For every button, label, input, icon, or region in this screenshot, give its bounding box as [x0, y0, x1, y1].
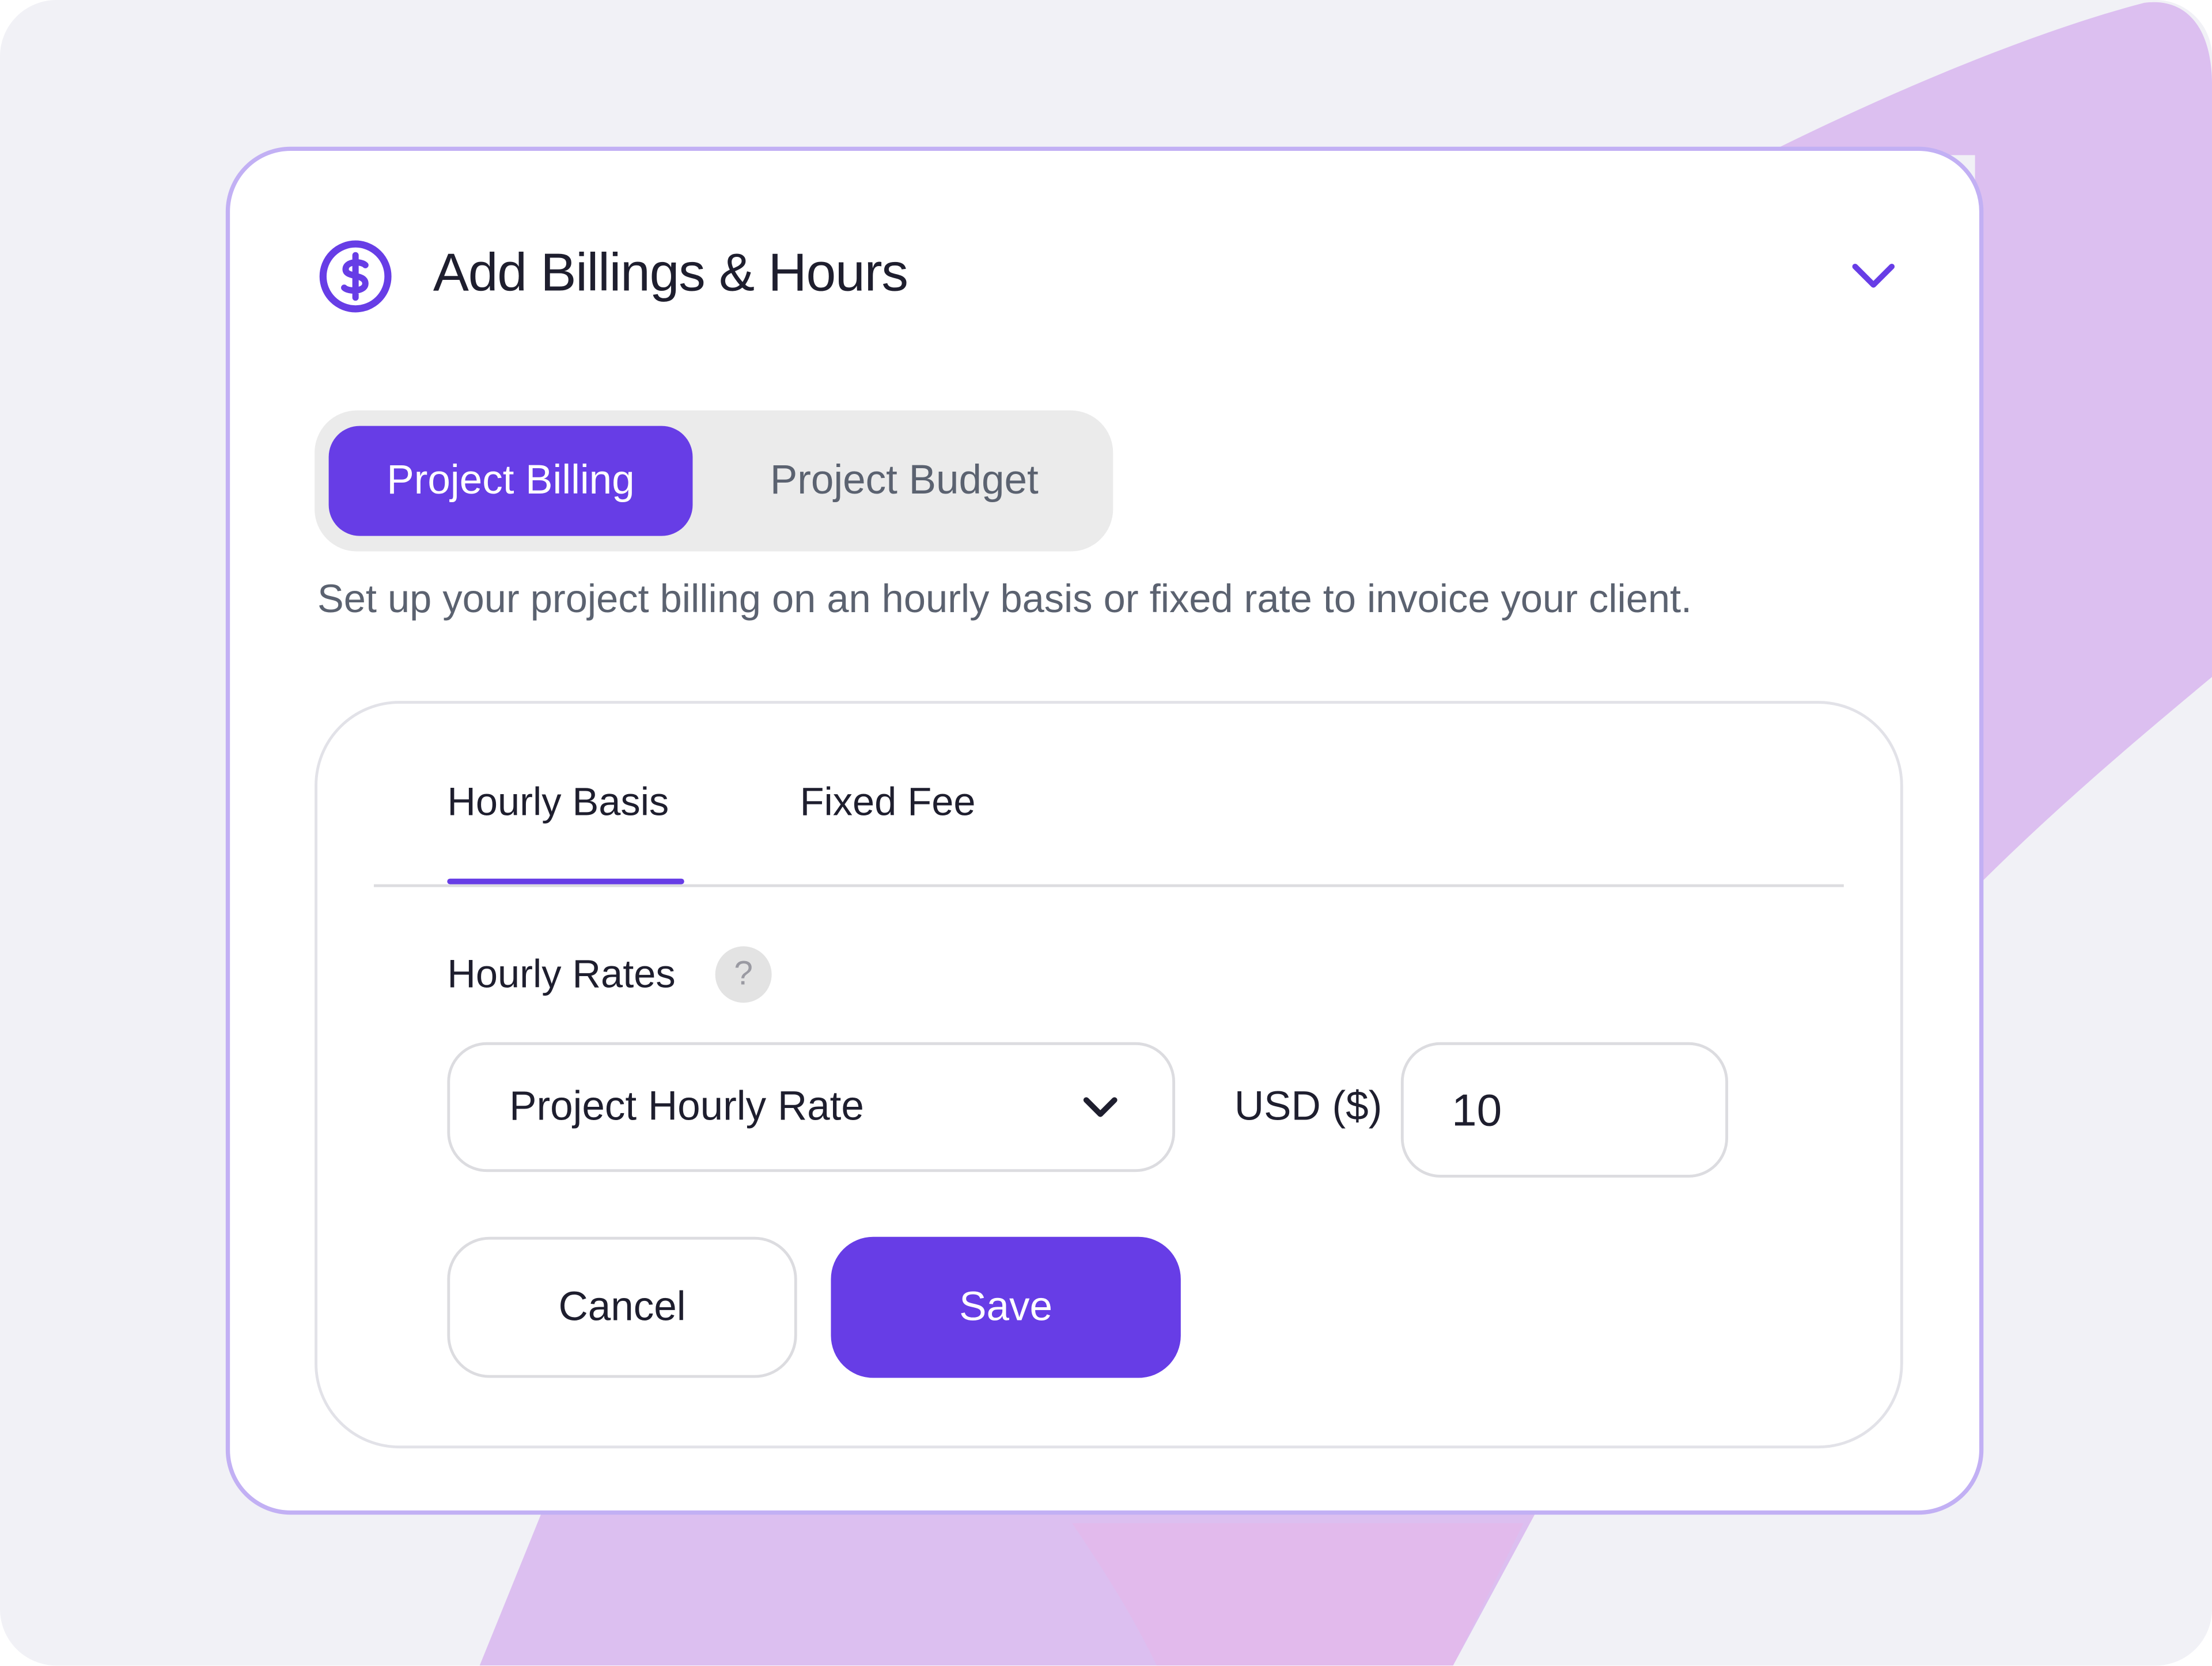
billing-card: Add Billings & Hours Project Billing Pro… [225, 146, 1984, 1515]
card-title: Add Billings & Hours [433, 244, 908, 303]
tab-divider [373, 884, 1844, 887]
rate-type-value: Project Hourly Rate [509, 1084, 864, 1130]
project-budget-button[interactable]: Project Budget [770, 457, 1039, 503]
hourly-rates-label: Hourly Rates [447, 952, 676, 996]
dollar-circle-icon [319, 240, 392, 313]
chevron-down-icon[interactable] [1850, 255, 1897, 297]
chevron-down-icon [1083, 1097, 1118, 1117]
save-button[interactable]: Save [831, 1236, 1181, 1378]
billing-mode-toggle: Project Billing Project Budget [315, 410, 1113, 552]
billing-form-panel: Hourly Basis Fixed Fee Hourly Rates ? Pr… [315, 701, 1903, 1449]
cancel-button[interactable]: Cancel [447, 1236, 797, 1378]
rate-type-select[interactable]: Project Hourly Rate [447, 1042, 1176, 1172]
project-billing-button[interactable]: Project Billing [328, 426, 693, 536]
active-tab-indicator [447, 878, 684, 885]
tab-fixed-fee[interactable]: Fixed Fee [800, 780, 976, 824]
currency-label: USD ($) [1234, 1084, 1382, 1130]
help-icon[interactable]: ? [715, 946, 772, 1003]
tab-hourly-basis[interactable]: Hourly Basis [447, 780, 669, 824]
description-text: Set up your project billing on an hourly… [317, 576, 1692, 621]
rate-amount-input[interactable] [1400, 1042, 1729, 1178]
